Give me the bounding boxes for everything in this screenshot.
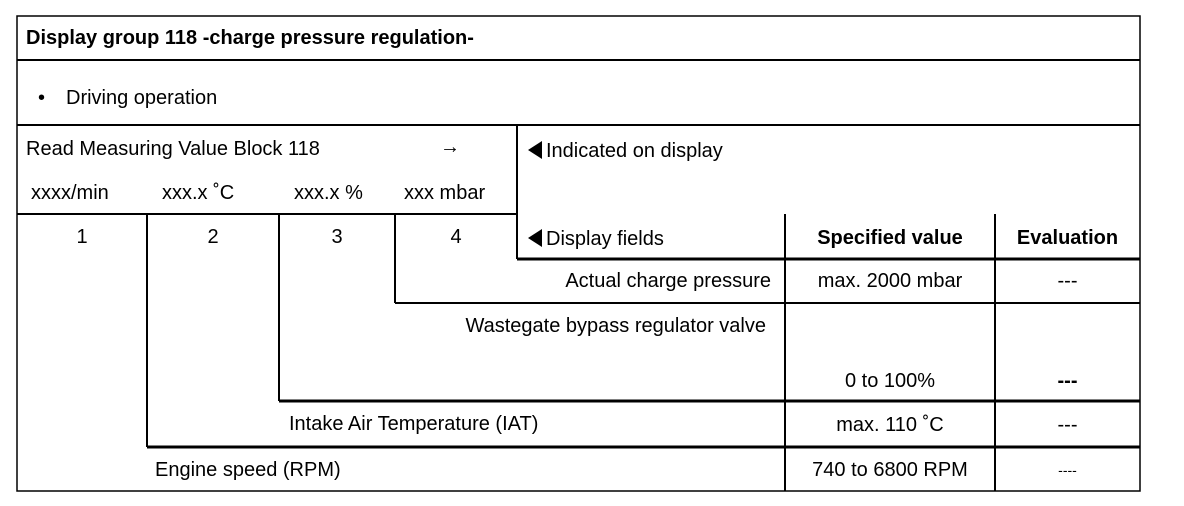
unit-4: xxx mbar xyxy=(404,182,486,204)
evaluation-value: --- xyxy=(1057,370,1078,392)
page-title: Display group 118 -charge pressure regul… xyxy=(26,27,474,49)
evaluation-value: --- xyxy=(1057,270,1078,292)
field-number-3: 3 xyxy=(331,226,343,248)
left-triangle-icon xyxy=(528,229,542,247)
field-engine-speed: Engine speed (RPM) xyxy=(155,459,341,481)
field-number-1: 1 xyxy=(76,226,88,248)
display-fields-header: Display fields xyxy=(528,227,664,251)
field-wastegate-valve: Wastegate bypass regulator valve xyxy=(465,315,766,337)
condition-text: Driving operation xyxy=(66,87,218,109)
unit-2: xxx.x ˚C xyxy=(162,182,235,204)
specified-value: 0 to 100% xyxy=(844,370,936,392)
indicated-label: Indicated on display xyxy=(546,140,723,162)
read-block-label: Read Measuring Value Block 118 xyxy=(26,138,320,160)
arrow-right-icon: → xyxy=(440,136,460,158)
evaluation-value: --- xyxy=(1057,414,1078,436)
field-number-2: 2 xyxy=(207,226,219,248)
unit-3: xxx.x % xyxy=(294,182,363,204)
field-actual-charge-pressure: Actual charge pressure xyxy=(565,270,771,292)
field-number-4: 4 xyxy=(450,226,462,248)
evaluation-value: ---- xyxy=(1058,462,1077,478)
field-intake-air-temperature: Intake Air Temperature (IAT) xyxy=(289,413,539,435)
specified-value: max. 2000 mbar xyxy=(817,270,963,292)
left-triangle-icon xyxy=(528,141,542,159)
specified-value: 740 to 6800 RPM xyxy=(812,459,968,481)
display-fields-label: Display fields xyxy=(546,228,664,250)
indicated-on-display: Indicated on display xyxy=(528,139,723,163)
bullet-icon: • xyxy=(38,87,46,109)
unit-1: xxxx/min xyxy=(31,182,109,204)
specified-value: max. 110 ˚C xyxy=(836,414,944,436)
evaluation-header: Evaluation xyxy=(1016,227,1119,249)
specified-value-header: Specified value xyxy=(817,227,963,249)
